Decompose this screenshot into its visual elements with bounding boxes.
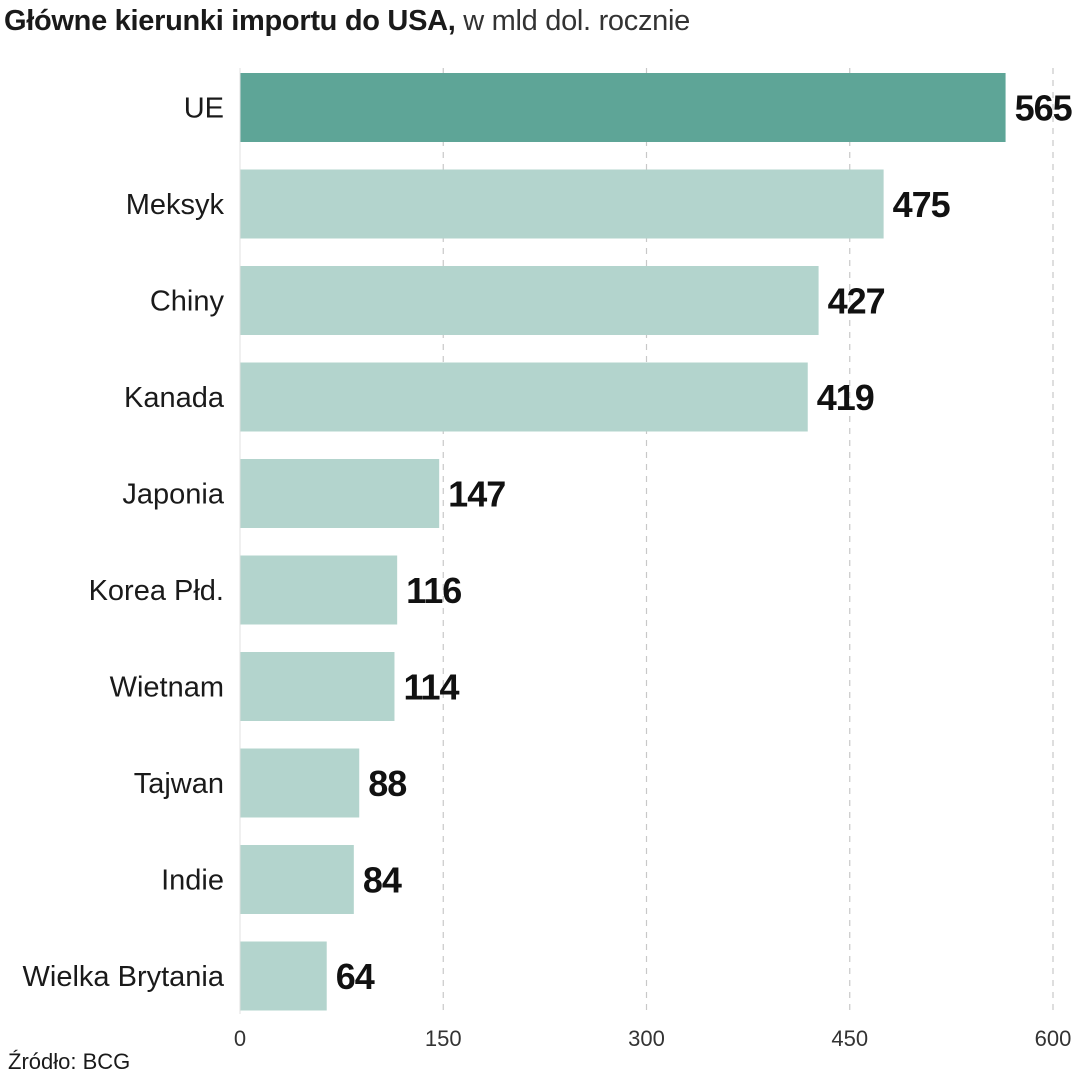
- value-label: 116: [406, 570, 461, 611]
- x-tick-label: 0: [234, 1026, 246, 1051]
- value-label: 419: [817, 377, 874, 418]
- category-label: Tajwan: [134, 768, 224, 800]
- x-tick-label: 300: [628, 1026, 665, 1051]
- source-note: Źródło: BCG: [8, 1049, 131, 1074]
- bar-8: [240, 845, 354, 914]
- bar-4: [240, 459, 440, 528]
- bar-1: [240, 169, 884, 239]
- category-label: Korea Płd.: [89, 575, 224, 607]
- x-tick-label: 600: [1035, 1026, 1072, 1051]
- category-label: Japonia: [122, 479, 224, 511]
- value-label: 147: [448, 474, 505, 515]
- value-label: 84: [363, 860, 402, 901]
- category-label: Wielka Brytania: [23, 961, 225, 993]
- value-label: 88: [368, 763, 406, 804]
- chart-title-bold: Główne kierunki importu do USA,: [4, 5, 456, 37]
- value-label: 565: [1015, 88, 1073, 129]
- x-tick-label: 450: [831, 1026, 868, 1051]
- value-label: 475: [893, 184, 951, 225]
- bar-6: [240, 652, 395, 721]
- value-label: 64: [336, 956, 375, 997]
- category-label: Kanada: [124, 382, 225, 414]
- category-label: Wietnam: [110, 672, 224, 704]
- bar-5: [240, 555, 398, 625]
- value-label: 427: [828, 281, 885, 322]
- value-label: 114: [403, 667, 459, 708]
- bar-2: [240, 266, 819, 335]
- category-label: Meksyk: [126, 189, 225, 221]
- bar-3: [240, 362, 808, 432]
- bar-0: [240, 73, 1006, 142]
- category-label: Indie: [161, 865, 224, 897]
- bar-7: [240, 748, 360, 818]
- category-label: UE: [184, 93, 224, 125]
- chart-title-subtitle: w mld dol. rocznie: [455, 5, 690, 37]
- bar-9: [240, 941, 327, 1011]
- category-label: Chiny: [150, 286, 225, 318]
- x-tick-label: 150: [425, 1026, 462, 1051]
- chart-title: Główne kierunki importu do USA, w mld do…: [4, 2, 690, 40]
